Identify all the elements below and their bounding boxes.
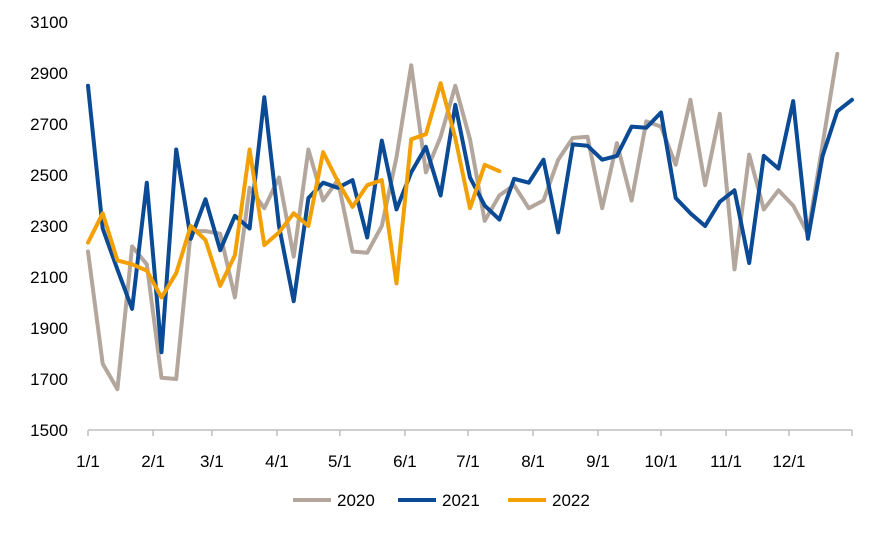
y-tick-label: 2100 bbox=[30, 268, 68, 287]
y-tick-label: 2300 bbox=[30, 217, 68, 236]
y-tick-label: 2700 bbox=[30, 115, 68, 134]
series-line-2021 bbox=[88, 86, 852, 352]
y-tick-label: 2900 bbox=[30, 64, 68, 83]
y-tick-label: 3100 bbox=[30, 13, 68, 32]
y-tick-label: 2500 bbox=[30, 166, 68, 185]
x-tick-label: 2/1 bbox=[141, 452, 165, 471]
y-tick-label: 1700 bbox=[30, 370, 68, 389]
x-tick-label: 9/1 bbox=[586, 452, 610, 471]
legend-label-2022: 2022 bbox=[552, 491, 590, 510]
y-tick-label: 1900 bbox=[30, 319, 68, 338]
x-tick-label: 5/1 bbox=[328, 452, 352, 471]
legend: 2020 2021 2022 bbox=[293, 491, 590, 510]
series-layer bbox=[88, 54, 852, 389]
y-tick-label: 1500 bbox=[30, 421, 68, 440]
x-tick-label: 12/1 bbox=[772, 452, 805, 471]
x-tick-label: 6/1 bbox=[393, 452, 417, 471]
x-tick-label: 3/1 bbox=[200, 452, 224, 471]
x-tick-label: 10/1 bbox=[644, 452, 677, 471]
legend-label-2020: 2020 bbox=[337, 491, 375, 510]
x-tick-label: 4/1 bbox=[265, 452, 289, 471]
series-line-2020 bbox=[88, 54, 837, 389]
x-tick-label: 11/1 bbox=[710, 452, 742, 471]
x-tick-label: 7/1 bbox=[456, 452, 480, 471]
legend-label-2021: 2021 bbox=[442, 491, 480, 510]
x-tick-label: 1/1 bbox=[76, 452, 100, 471]
x-tick-label: 8/1 bbox=[521, 452, 545, 471]
